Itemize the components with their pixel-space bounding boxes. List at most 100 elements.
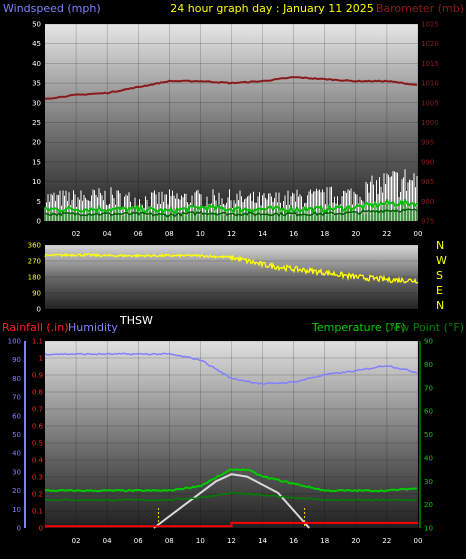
wind-panel-background (45, 24, 418, 221)
hour-tick-label: 04 (103, 537, 112, 545)
temperature-tick-label: 60 (424, 408, 433, 416)
hour-tick-label: 08 (165, 537, 174, 545)
wind-tick-label: 20 (32, 139, 41, 147)
hour-tick-label: 10 (196, 537, 205, 545)
wind-direction-line (44, 252, 419, 284)
temperature-tick-label: 70 (424, 384, 433, 392)
rain-tick-label: 0.1 (32, 508, 43, 516)
direction-tick-label: 180 (28, 274, 41, 282)
compass-label: N (436, 239, 444, 252)
rain-tick-label: 1.1 (32, 338, 43, 346)
temperature-title: Temperature (°F) (311, 321, 406, 334)
wind-tick-label: 15 (32, 158, 41, 166)
humidity-tick-label: 40 (12, 450, 21, 458)
hour-tick-label: 00 (414, 230, 423, 238)
dew-point-line (44, 491, 418, 502)
barometer-tick-label: 995 (421, 139, 434, 147)
humidity-tick-label: 60 (12, 412, 21, 420)
barometer-tick-label: 990 (421, 158, 434, 166)
temperature-tick-label: 90 (424, 338, 433, 346)
wind-tick-label: 35 (32, 80, 41, 88)
hour-tick-label: 12 (227, 537, 236, 545)
humidity-tick-label: 30 (12, 468, 21, 476)
hour-tick-label: 16 (289, 537, 298, 545)
hour-tick-label: 04 (103, 230, 112, 238)
graph-day-title: 24 hour graph day : January 11 2025 (170, 2, 374, 15)
wind-tick-label: 5 (37, 198, 41, 206)
rain-tick-label: 0.9 (32, 372, 43, 380)
wind-tick-label: 50 (32, 21, 41, 29)
direction-tick-label: 0 (37, 306, 41, 314)
chart-marks: 0510152025303540455097598098599099510001… (8, 21, 447, 546)
temperature-tick-label: 40 (424, 454, 433, 462)
hour-tick-label: 20 (351, 230, 360, 238)
rain-tick-label: 0.6 (32, 423, 44, 431)
humidity-tick-label: 90 (12, 356, 21, 364)
humidity-title: Humidity (68, 321, 118, 334)
humidity-tick-label: 50 (12, 431, 21, 439)
barometer-tick-label: 985 (421, 178, 434, 186)
hour-tick-label: 18 (320, 230, 329, 238)
barometer-tick-label: 1015 (421, 60, 439, 68)
wind-tick-label: 10 (32, 178, 41, 186)
temperature-tick-label: 80 (424, 361, 433, 369)
windspeed-title: Windspeed (mph) (3, 2, 101, 15)
hour-tick-label: 12 (227, 230, 236, 238)
hour-tick-label: 22 (382, 230, 391, 238)
humidity-tick-label: 10 (12, 506, 21, 514)
barometer-tick-label: 1020 (421, 40, 439, 48)
rainfall-line (45, 521, 418, 528)
rain-tick-label: 0.7 (32, 406, 43, 414)
thsw-label: THSW (119, 314, 153, 327)
humidity-tick-label: 20 (12, 487, 21, 495)
hour-tick-label: 06 (134, 537, 143, 545)
barometer-line (44, 76, 418, 100)
barometer-tick-label: 1005 (421, 99, 439, 107)
direction-tick-label: 360 (28, 242, 41, 250)
direction-tick-label: 270 (28, 258, 41, 266)
temperature-tick-label: 10 (424, 525, 433, 533)
wind-low-line (44, 208, 418, 218)
humidity-tick-label: 100 (8, 338, 21, 346)
barometer-tick-label: 1010 (421, 80, 439, 88)
wind-tick-label: 45 (32, 40, 41, 48)
rain-tick-label: 0 (39, 525, 43, 533)
temperature-tick-label: 20 (424, 501, 433, 509)
compass-label: E (436, 284, 443, 297)
wind-average-line (44, 198, 418, 215)
hour-tick-label: 02 (72, 537, 81, 545)
rain-tick-label: 0.4 (32, 457, 44, 465)
temperature-tick-label: 50 (424, 431, 433, 439)
hour-tick-label: 10 (196, 230, 205, 238)
hour-tick-label: 06 (134, 230, 143, 238)
hour-tick-label: 22 (382, 537, 391, 545)
rain-tick-label: 0.8 (32, 389, 43, 397)
temperature-tick-label: 30 (424, 478, 433, 486)
hour-tick-label: 16 (289, 230, 298, 238)
compass-label: N (436, 299, 444, 312)
compass-label: S (436, 269, 443, 282)
wind-tick-label: 25 (32, 119, 41, 127)
rain-tick-label: 0.5 (32, 440, 43, 448)
rainfall-title: Rainfall (.in) (2, 321, 69, 334)
wind-tick-label: 30 (32, 99, 41, 107)
rain-tick-label: 0.2 (32, 491, 43, 499)
barometer-tick-label: 975 (421, 218, 434, 226)
barometer-tick-label: 1025 (421, 21, 439, 29)
barometer-tick-label: 1000 (421, 119, 439, 127)
humidity-tick-label: 70 (12, 394, 21, 402)
wind-tick-label: 40 (32, 60, 41, 68)
hour-tick-label: 14 (258, 230, 267, 238)
barometer-title: Barometer (mb) (376, 2, 464, 15)
dewpoint-title: Dew Point (°F) (385, 321, 464, 334)
hour-tick-label: 18 (320, 537, 329, 545)
direction-tick-label: 90 (32, 290, 41, 298)
rain-tick-label: 1 (39, 355, 43, 363)
hour-tick-label: 20 (351, 537, 360, 545)
solar-line (153, 473, 310, 529)
humidity-line (44, 352, 418, 385)
hour-tick-label: 08 (165, 230, 174, 238)
humidity-tick-label: 0 (17, 525, 21, 533)
hour-tick-label: 14 (258, 537, 267, 545)
